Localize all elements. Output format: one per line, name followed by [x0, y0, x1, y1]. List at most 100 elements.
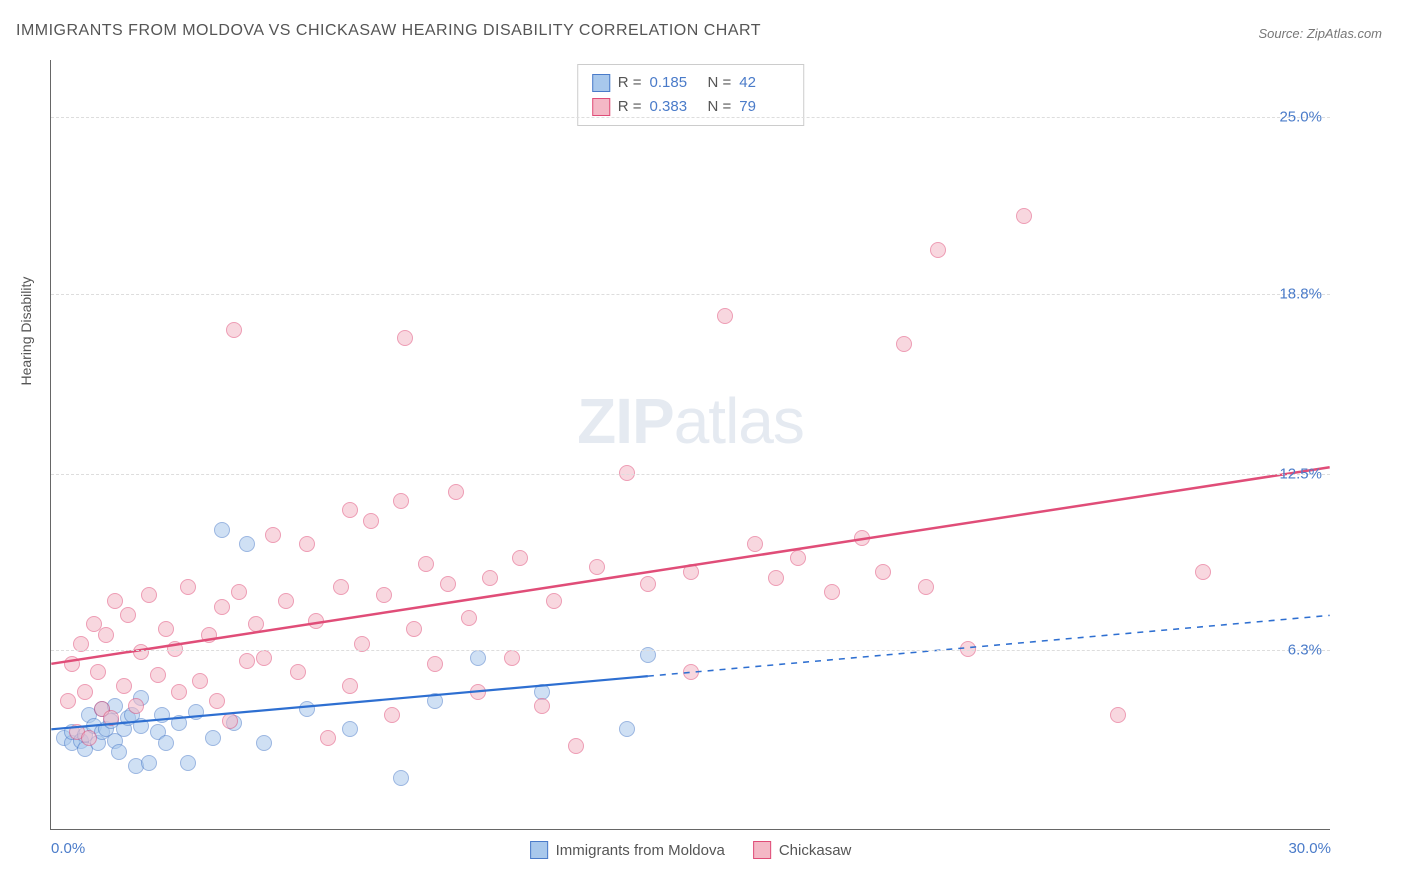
- data-point-chickasaw: [73, 636, 89, 652]
- data-point-chickasaw: [1016, 208, 1032, 224]
- data-point-chickasaw: [354, 636, 370, 652]
- data-point-chickasaw: [116, 678, 132, 694]
- legend-n-label: N =: [708, 95, 732, 119]
- grid-line: [51, 294, 1330, 295]
- data-point-chickasaw: [128, 698, 144, 714]
- data-point-chickasaw: [107, 593, 123, 609]
- data-point-chickasaw: [589, 559, 605, 575]
- data-point-chickasaw: [320, 730, 336, 746]
- data-point-chickasaw: [222, 713, 238, 729]
- data-point-chickasaw: [448, 484, 464, 500]
- source-attribution: Source: ZipAtlas.com: [1258, 26, 1382, 41]
- data-point-chickasaw: [120, 607, 136, 623]
- data-point-chickasaw: [397, 330, 413, 346]
- watermark: ZIPatlas: [577, 384, 804, 458]
- data-point-chickasaw: [133, 644, 149, 660]
- data-point-chickasaw: [103, 710, 119, 726]
- data-point-chickasaw: [209, 693, 225, 709]
- legend-swatch-moldova: [592, 74, 610, 92]
- data-point-chickasaw: [512, 550, 528, 566]
- data-point-chickasaw: [265, 527, 281, 543]
- data-point-chickasaw: [683, 664, 699, 680]
- y-tick-label: 25.0%: [1279, 109, 1322, 126]
- data-point-moldova: [299, 701, 315, 717]
- watermark-light: atlas: [674, 385, 804, 457]
- data-point-chickasaw: [180, 579, 196, 595]
- data-point-chickasaw: [141, 587, 157, 603]
- data-point-chickasaw: [342, 678, 358, 694]
- legend-item-chickasaw: Chickasaw: [753, 841, 852, 859]
- grid-line: [51, 650, 1330, 651]
- data-point-chickasaw: [384, 707, 400, 723]
- y-axis-label: Hearing Disability: [18, 277, 34, 386]
- data-point-chickasaw: [150, 667, 166, 683]
- data-point-chickasaw: [393, 493, 409, 509]
- data-point-chickasaw: [299, 536, 315, 552]
- grid-line: [51, 474, 1330, 475]
- legend-n-label: N =: [708, 71, 732, 95]
- legend-r-value: 0.383: [650, 95, 700, 119]
- data-point-chickasaw: [192, 673, 208, 689]
- data-point-chickasaw: [342, 502, 358, 518]
- trend-lines-layer: [51, 60, 1330, 829]
- data-point-chickasaw: [896, 336, 912, 352]
- data-point-chickasaw: [461, 610, 477, 626]
- data-point-chickasaw: [406, 621, 422, 637]
- legend-row: R = 0.185 N = 42: [592, 71, 790, 95]
- chart-title: IMMIGRANTS FROM MOLDOVA VS CHICKASAW HEA…: [16, 22, 761, 40]
- data-point-chickasaw: [278, 593, 294, 609]
- data-point-moldova: [171, 715, 187, 731]
- data-point-chickasaw: [683, 564, 699, 580]
- x-tick-label: 30.0%: [1288, 840, 1331, 857]
- data-point-moldova: [205, 730, 221, 746]
- data-point-moldova: [393, 770, 409, 786]
- data-point-chickasaw: [717, 308, 733, 324]
- data-point-moldova: [470, 650, 486, 666]
- data-point-moldova: [141, 755, 157, 771]
- data-point-chickasaw: [427, 656, 443, 672]
- data-point-moldova: [427, 693, 443, 709]
- data-point-chickasaw: [77, 684, 93, 700]
- data-point-chickasaw: [546, 593, 562, 609]
- data-point-chickasaw: [930, 242, 946, 258]
- chart-container: IMMIGRANTS FROM MOLDOVA VS CHICKASAW HEA…: [0, 0, 1406, 892]
- data-point-chickasaw: [98, 627, 114, 643]
- legend-row: R = 0.383 N = 79: [592, 95, 790, 119]
- legend-swatch-chickasaw: [753, 841, 771, 859]
- data-point-chickasaw: [470, 684, 486, 700]
- data-point-moldova: [154, 707, 170, 723]
- data-point-chickasaw: [256, 650, 272, 666]
- legend-r-value: 0.185: [650, 71, 700, 95]
- data-point-chickasaw: [418, 556, 434, 572]
- data-point-chickasaw: [214, 599, 230, 615]
- data-point-chickasaw: [534, 698, 550, 714]
- data-point-chickasaw: [158, 621, 174, 637]
- legend-label: Chickasaw: [779, 842, 852, 859]
- data-point-moldova: [158, 735, 174, 751]
- y-tick-label: 12.5%: [1279, 465, 1322, 482]
- data-point-moldova: [111, 744, 127, 760]
- data-point-chickasaw: [290, 664, 306, 680]
- data-point-chickasaw: [226, 322, 242, 338]
- data-point-chickasaw: [81, 730, 97, 746]
- data-point-chickasaw: [918, 579, 934, 595]
- watermark-bold: ZIP: [577, 385, 674, 457]
- data-point-chickasaw: [747, 536, 763, 552]
- data-point-chickasaw: [568, 738, 584, 754]
- data-point-moldova: [188, 704, 204, 720]
- legend-n-value: 79: [739, 95, 789, 119]
- data-point-chickasaw: [854, 530, 870, 546]
- data-point-chickasaw: [768, 570, 784, 586]
- data-point-chickasaw: [824, 584, 840, 600]
- data-point-moldova: [619, 721, 635, 737]
- data-point-chickasaw: [440, 576, 456, 592]
- legend-series: Immigrants from Moldova Chickasaw: [530, 841, 852, 859]
- trend-line-moldova-dashed: [648, 615, 1330, 676]
- grid-line: [51, 117, 1330, 118]
- legend-swatch-moldova: [530, 841, 548, 859]
- data-point-chickasaw: [363, 513, 379, 529]
- x-tick-label: 0.0%: [51, 840, 85, 857]
- data-point-chickasaw: [60, 693, 76, 709]
- legend-label: Immigrants from Moldova: [556, 842, 725, 859]
- data-point-chickasaw: [482, 570, 498, 586]
